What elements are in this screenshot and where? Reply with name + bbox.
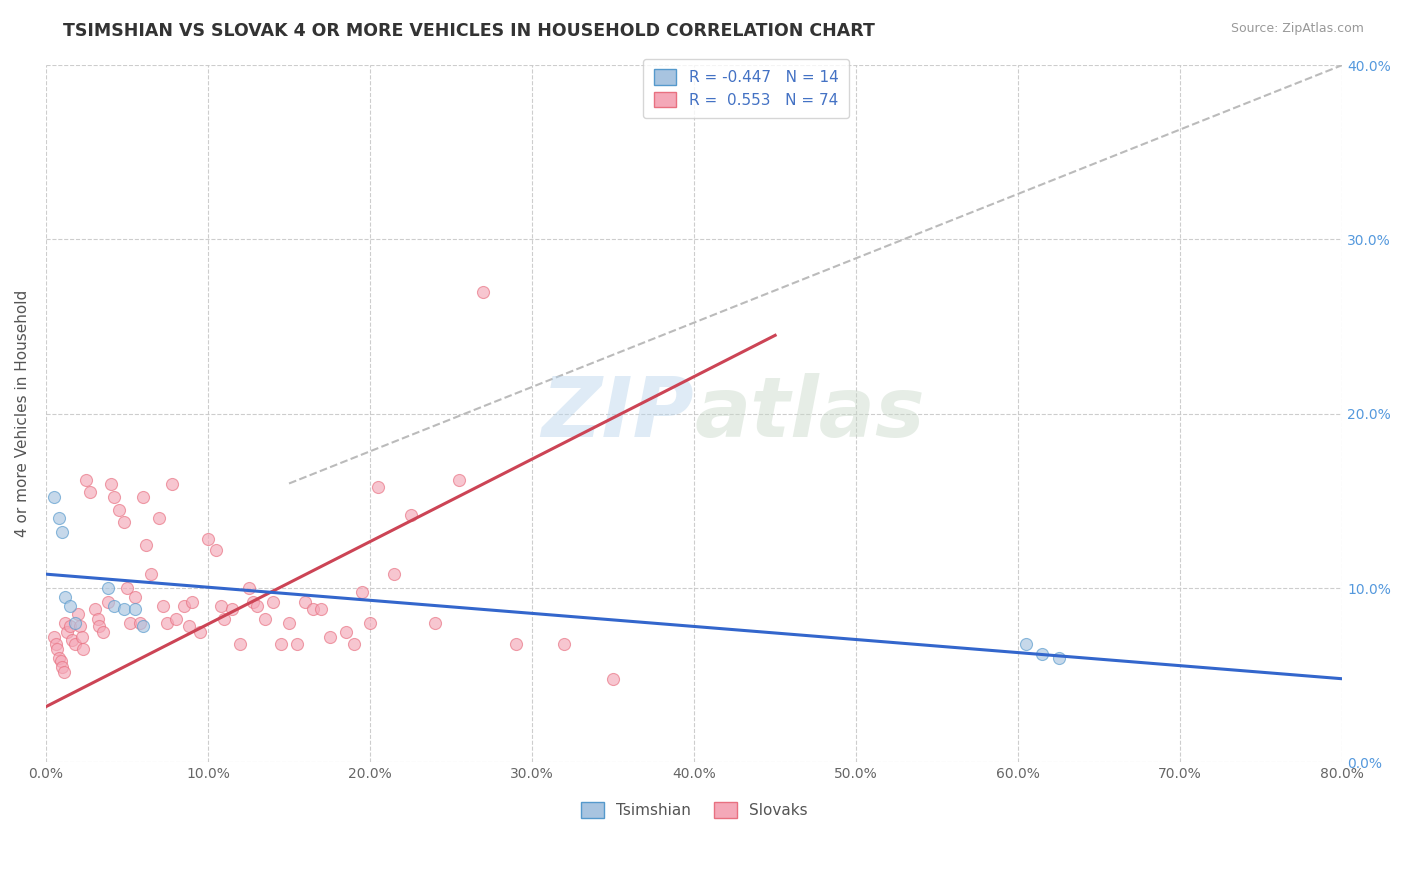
Point — [45, 637, 67, 651]
Point — [294, 595, 316, 609]
Text: Source: ZipAtlas.com: Source: ZipAtlas.com — [1230, 22, 1364, 36]
Point — [76, 473, 98, 487]
Point — [399, 508, 422, 522]
Point — [209, 599, 232, 613]
Point — [96, 581, 118, 595]
Point — [472, 285, 495, 299]
Point — [221, 602, 243, 616]
Point — [350, 584, 373, 599]
Point — [505, 637, 527, 651]
Point — [63, 637, 86, 651]
Point — [100, 476, 122, 491]
Point — [253, 612, 276, 626]
Point — [165, 612, 187, 626]
Point — [423, 615, 446, 630]
Point — [335, 624, 357, 639]
Point — [367, 480, 389, 494]
Text: TSIMSHIAN VS SLOVAK 4 OR MORE VEHICLES IN HOUSEHOLD CORRELATION CHART: TSIMSHIAN VS SLOVAK 4 OR MORE VEHICLES I… — [63, 22, 875, 40]
Point — [343, 637, 366, 651]
Point — [270, 637, 292, 651]
Point — [63, 615, 86, 630]
Point — [188, 624, 211, 639]
Point — [55, 615, 77, 630]
Point — [141, 567, 163, 582]
Point — [180, 595, 202, 609]
Text: atlas: atlas — [695, 373, 925, 454]
Point — [302, 602, 325, 616]
Point — [49, 654, 72, 668]
Point — [48, 511, 70, 525]
Point — [42, 491, 65, 505]
Point — [46, 642, 69, 657]
Point — [238, 581, 260, 595]
Point — [48, 650, 70, 665]
Point — [242, 595, 264, 609]
Point — [112, 602, 135, 616]
Point — [135, 537, 157, 551]
Point — [55, 590, 77, 604]
Point — [129, 615, 152, 630]
Point — [42, 630, 65, 644]
Point — [103, 599, 125, 613]
Point — [96, 595, 118, 609]
Point — [177, 619, 200, 633]
Point — [212, 612, 235, 626]
Point — [173, 599, 195, 613]
Point — [56, 624, 79, 639]
Point — [449, 473, 471, 487]
Point — [162, 476, 184, 491]
Point — [70, 630, 93, 644]
Point — [229, 637, 252, 651]
Point — [115, 581, 138, 595]
Point — [72, 642, 94, 657]
Point — [103, 491, 125, 505]
Point — [59, 619, 82, 633]
Point — [152, 599, 174, 613]
Point — [89, 619, 111, 633]
Point — [382, 567, 405, 582]
Point — [285, 637, 308, 651]
Point — [197, 533, 219, 547]
Point — [132, 491, 155, 505]
Point — [59, 599, 82, 613]
Y-axis label: 4 or more Vehicles in Household: 4 or more Vehicles in Household — [15, 290, 30, 537]
Point — [318, 630, 340, 644]
Point — [1015, 637, 1038, 651]
Point — [602, 672, 624, 686]
Point — [52, 665, 75, 679]
Point — [1031, 648, 1053, 662]
Point — [67, 607, 90, 622]
Point — [359, 615, 381, 630]
Text: ZIP: ZIP — [541, 373, 695, 454]
Point — [148, 511, 170, 525]
Point — [83, 602, 105, 616]
Point — [1047, 650, 1070, 665]
Point — [246, 599, 269, 613]
Point — [51, 525, 73, 540]
Point — [79, 485, 101, 500]
Point — [132, 619, 155, 633]
Point — [262, 595, 284, 609]
Point — [124, 602, 146, 616]
Point — [120, 615, 142, 630]
Legend: Tsimshian, Slovaks: Tsimshian, Slovaks — [575, 797, 814, 824]
Point — [311, 602, 333, 616]
Point — [156, 615, 179, 630]
Point — [112, 515, 135, 529]
Point — [91, 624, 114, 639]
Point — [205, 542, 228, 557]
Point — [108, 502, 131, 516]
Point — [124, 590, 146, 604]
Point — [69, 619, 91, 633]
Point — [60, 633, 83, 648]
Point — [87, 612, 110, 626]
Point — [278, 615, 301, 630]
Point — [51, 659, 73, 673]
Point — [553, 637, 575, 651]
